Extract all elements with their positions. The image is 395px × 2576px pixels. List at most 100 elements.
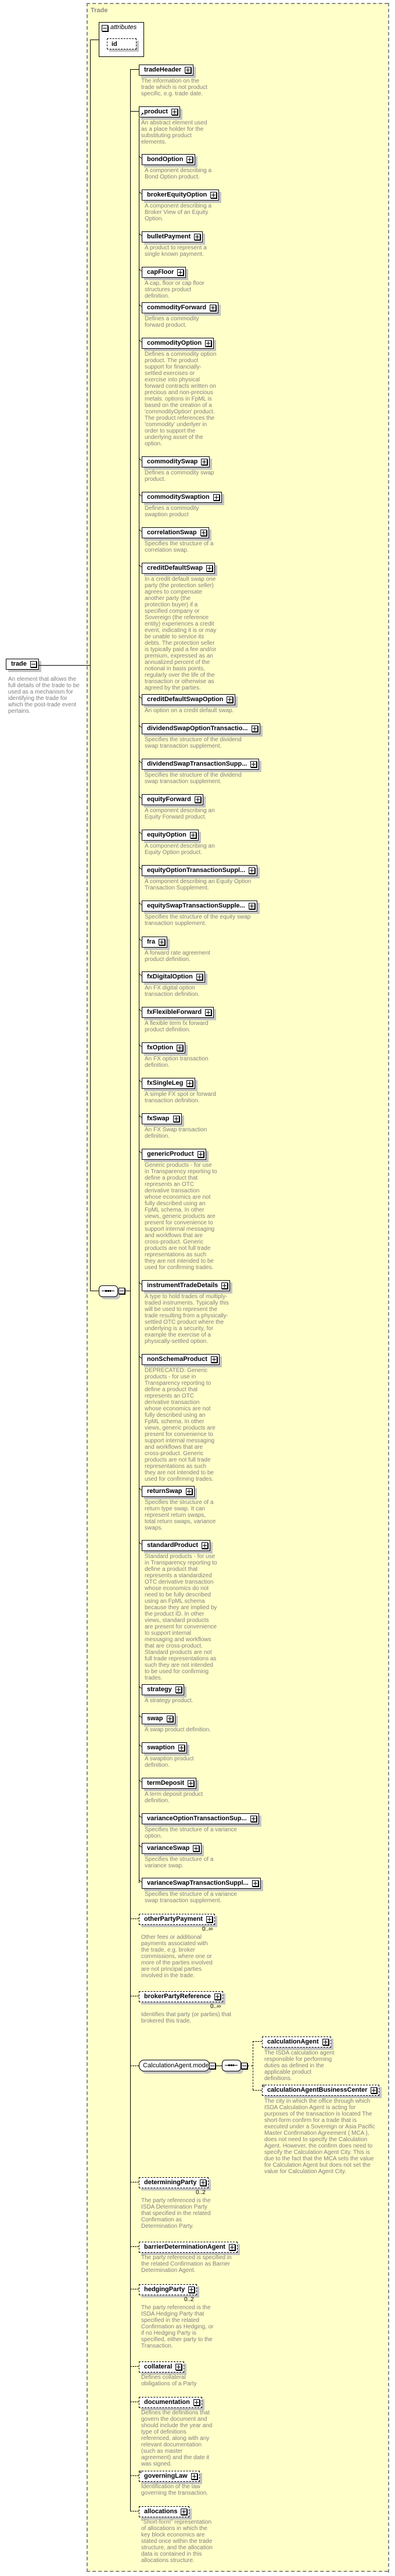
expand-icon[interactable] [210, 1356, 217, 1363]
collapse-icon[interactable] [102, 25, 108, 31]
expand-icon[interactable] [250, 1816, 257, 1822]
sequence-compositor-icon[interactable] [222, 2060, 241, 2071]
element-calculationAgentBusinessCenter[interactable]: ≡ calculationAgentBusinessCenter [262, 2084, 380, 2096]
element-varianceSwapTransactionSuppl[interactable]: varianceSwapTransactionSuppl... [142, 1878, 261, 1889]
element-varianceSwap[interactable]: varianceSwap [142, 1843, 202, 1854]
element-collateral[interactable]: collateral [139, 2361, 185, 2373]
expand-icon[interactable] [206, 565, 213, 571]
expand-icon[interactable] [250, 761, 257, 767]
element-termDeposit[interactable]: termDeposit [142, 1778, 197, 1789]
collapse-icon[interactable] [241, 2063, 247, 2069]
sequence-compositor-icon[interactable] [99, 1285, 118, 1297]
expand-icon[interactable] [196, 974, 203, 980]
expand-icon[interactable] [188, 1780, 195, 1787]
expand-icon[interactable] [210, 192, 217, 198]
expand-icon[interactable] [206, 1916, 213, 1923]
expand-icon[interactable] [371, 2087, 378, 2093]
element-fxOption[interactable]: fxOption [142, 1042, 186, 1053]
expand-icon[interactable] [201, 459, 208, 465]
element-fxDigitalOption[interactable]: fxDigitalOption [142, 971, 205, 982]
element-creditDefaultSwapOption[interactable]: creditDefaultSwapOption [142, 694, 236, 705]
expand-icon[interactable] [194, 796, 201, 803]
expand-icon[interactable] [191, 2473, 198, 2479]
expand-icon[interactable] [200, 2180, 207, 2186]
expand-icon[interactable] [252, 1880, 258, 1887]
expand-icon[interactable] [188, 2286, 195, 2293]
element-genericProduct[interactable]: genericProduct [142, 1149, 206, 1160]
element-commodityOption[interactable]: commodityOption [142, 338, 214, 349]
element-fra[interactable]: fra [142, 937, 168, 948]
collapse-icon[interactable] [119, 1288, 125, 1294]
element-standardProduct[interactable]: standardProduct [142, 1540, 211, 1551]
element-dividendSwapOptionTransactio[interactable]: dividendSwapOptionTransactio... [142, 723, 260, 734]
element-governingLaw[interactable]: ≡ governingLaw [139, 2470, 200, 2482]
expand-icon[interactable] [181, 2509, 188, 2515]
element-swaption[interactable]: swaption [142, 1742, 187, 1753]
expand-icon[interactable] [213, 494, 220, 501]
expand-icon[interactable] [194, 234, 201, 240]
expand-icon[interactable] [159, 939, 166, 945]
element-commoditySwap[interactable]: commoditySwap [142, 456, 210, 467]
element-brokerPartyReference[interactable]: brokerPartyReference [139, 1991, 223, 2002]
element-returnSwap[interactable]: returnSwap [142, 1486, 195, 1497]
group-calculation-agent-model[interactable]: CalculationAgent.model [139, 2060, 210, 2071]
element-bondOption[interactable]: bondOption [142, 154, 196, 165]
expand-icon[interactable] [171, 109, 178, 115]
expand-icon[interactable] [251, 726, 258, 732]
expand-icon[interactable] [175, 2364, 182, 2370]
expand-icon[interactable] [227, 696, 234, 703]
expand-icon[interactable] [205, 1009, 212, 1016]
expand-icon[interactable] [221, 1282, 228, 1289]
expand-icon[interactable] [205, 340, 212, 346]
expand-icon[interactable] [166, 1716, 173, 1722]
expand-icon[interactable] [185, 1488, 192, 1495]
element-dividendSwapTransactionSupp[interactable]: dividendSwapTransactionSupp... [142, 759, 260, 770]
expand-icon[interactable] [193, 1845, 200, 1852]
element-equitySwapTransactionSupple[interactable]: equitySwapTransactionSupple... [142, 901, 257, 912]
element-correlationSwap[interactable]: correlationSwap [142, 527, 209, 538]
element-hedgingParty[interactable]: hedgingParty [139, 2284, 198, 2295]
element-strategy[interactable]: strategy [142, 1684, 184, 1695]
element-brokerEquityOption[interactable]: brokerEquityOption [142, 190, 220, 201]
collapse-icon[interactable] [30, 661, 37, 667]
element-varianceOptionTransactionSup[interactable]: varianceOptionTransactionSup... [142, 1813, 259, 1824]
attribute-id[interactable]: id [107, 38, 137, 49]
expand-icon[interactable] [249, 867, 256, 874]
element-determiningParty[interactable]: determiningParty [139, 2177, 209, 2188]
element-tradeHeader[interactable]: tradeHeader [139, 65, 194, 76]
expand-icon[interactable] [202, 1542, 209, 1549]
expand-icon[interactable] [322, 2039, 329, 2045]
element-barrierDeterminationAgent[interactable]: barrierDeterminationAgent [139, 2242, 238, 2253]
element-nonSchemaProduct[interactable]: nonSchemaProduct [142, 1354, 220, 1365]
element-documentation[interactable]: documentation [139, 2397, 202, 2408]
element-product[interactable]: product [139, 106, 180, 117]
element-fxSingleLeg[interactable]: fxSingleLeg [142, 1078, 196, 1089]
element-calculationAgent[interactable]: calculationAgent [262, 2036, 331, 2048]
element-allocations[interactable]: allocations [139, 2506, 190, 2517]
expand-icon[interactable] [200, 530, 207, 536]
element-capFloor[interactable]: capFloor [142, 267, 186, 278]
expand-icon[interactable] [186, 156, 193, 163]
element-creditDefaultSwap[interactable]: creditDefaultSwap [142, 563, 215, 574]
element-commodityForward[interactable]: commodityForward [142, 302, 219, 313]
expand-icon[interactable] [189, 832, 196, 838]
expand-icon[interactable] [177, 269, 184, 276]
expand-icon[interactable] [175, 1687, 182, 1693]
element-trade[interactable]: trade [6, 659, 39, 670]
expand-icon[interactable] [248, 903, 255, 909]
element-bulletPayment[interactable]: bulletPayment [142, 231, 203, 242]
expand-icon[interactable] [173, 1116, 179, 1122]
element-swap[interactable]: swap [142, 1713, 175, 1724]
element-instrumentTradeDetails[interactable]: instrumentTradeDetails [142, 1280, 231, 1291]
expand-icon[interactable] [177, 1045, 184, 1051]
expand-icon[interactable] [193, 2399, 200, 2406]
element-equityOption[interactable]: equityOption [142, 830, 199, 841]
element-fxFlexibleForward[interactable]: fxFlexibleForward [142, 1007, 214, 1018]
expand-icon[interactable] [178, 1745, 185, 1751]
expand-icon[interactable] [210, 305, 217, 311]
element-fxSwap[interactable]: fxSwap [142, 1113, 182, 1124]
expand-icon[interactable] [185, 67, 192, 73]
element-equityOptionTransactionSuppl[interactable]: equityOptionTransactionSuppl... [142, 865, 258, 876]
collapse-icon[interactable] [209, 2063, 216, 2069]
element-otherPartyPayment[interactable]: otherPartyPayment [139, 1914, 215, 1925]
